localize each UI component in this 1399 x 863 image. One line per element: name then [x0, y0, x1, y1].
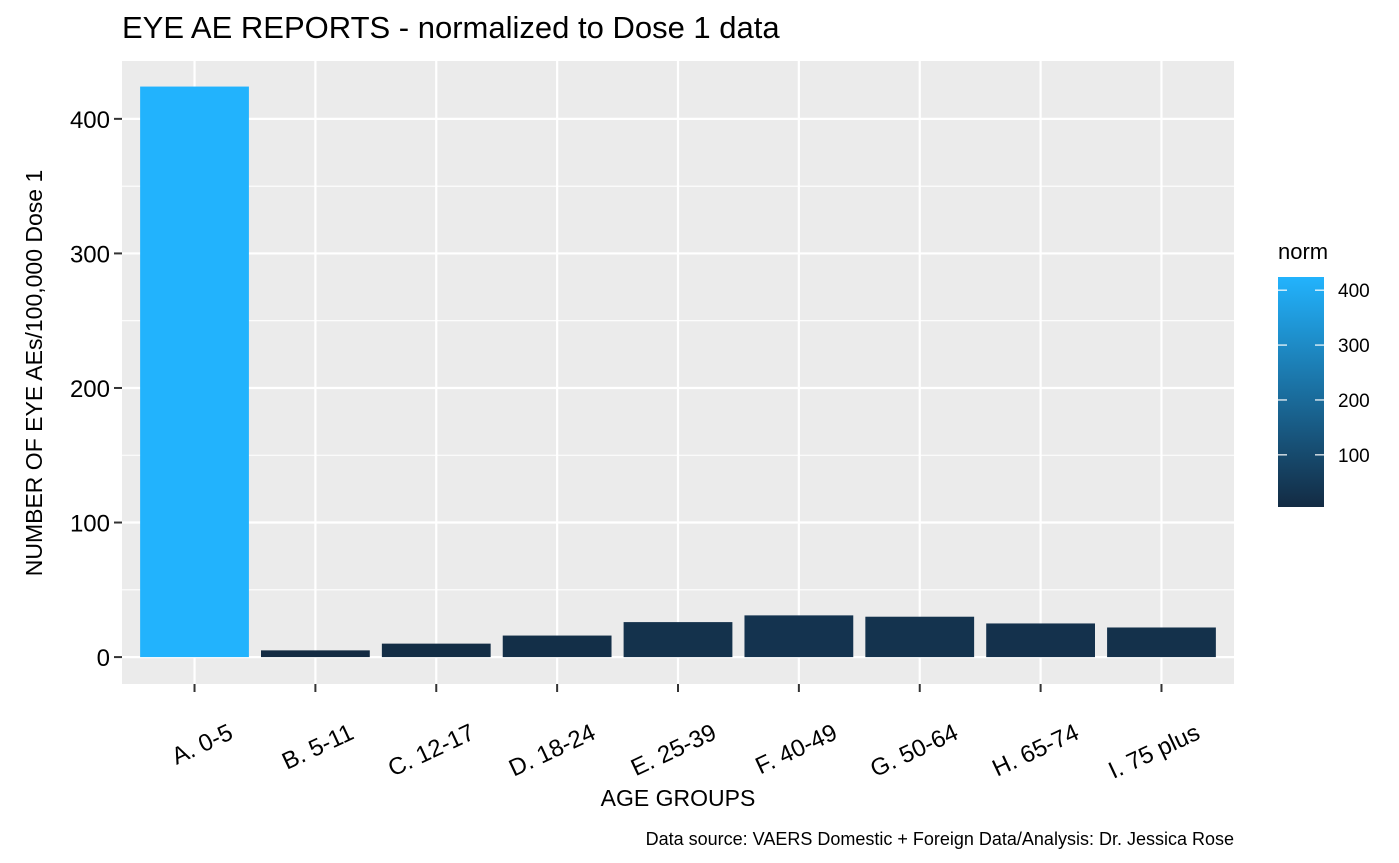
- x-tick-label: G. 50-64: [866, 719, 962, 783]
- y-tick-label: 300: [70, 241, 110, 268]
- legend: norm 100 200 300 400: [1278, 239, 1370, 507]
- bar: [261, 650, 370, 658]
- legend-tick-label: 400: [1338, 281, 1370, 302]
- bar: [381, 643, 491, 658]
- y-tick-label: 100: [70, 511, 110, 538]
- bar: [986, 623, 1095, 658]
- bar: [140, 86, 249, 658]
- x-axis-title: AGE GROUPS: [601, 785, 756, 811]
- y-tick-label: 200: [70, 376, 110, 403]
- chart-title: EYE AE REPORTS - normalized to Dose 1 da…: [122, 10, 780, 45]
- bar: [623, 622, 733, 658]
- legend-tick-label: 300: [1338, 336, 1370, 357]
- y-axis-title: NUMBER OF EYE AEs/100,000 Dose 1: [21, 170, 47, 577]
- caption: Data source: VAERS Domestic + Foreign Da…: [646, 829, 1234, 849]
- x-axis: A. 0-5 B. 5-11 C. 12-17 D. 18-24 E. 25-39 F. …: [168, 684, 1204, 785]
- bar: [1107, 627, 1216, 658]
- x-tick-label: I. 75 plus: [1104, 719, 1204, 785]
- legend-title: norm: [1278, 239, 1328, 264]
- legend-tick-label: 200: [1338, 391, 1370, 412]
- x-tick-label: D. 18-24: [505, 719, 600, 782]
- x-tick-label: A. 0-5: [168, 719, 237, 771]
- y-axis: 0 100 200 300 400: [70, 107, 122, 672]
- x-tick-label: C. 12-17: [384, 719, 479, 782]
- y-tick-label: 0: [97, 645, 110, 672]
- legend-colorbar: [1278, 277, 1324, 507]
- x-tick-label: B. 5-11: [278, 719, 358, 775]
- bar: [865, 616, 975, 658]
- bar: [502, 635, 612, 658]
- legend-tick-label: 100: [1338, 446, 1370, 467]
- legend-ticks: 100 200 300 400: [1278, 281, 1370, 467]
- x-tick-label: H. 65-74: [988, 719, 1083, 782]
- y-tick-label: 400: [70, 107, 110, 134]
- bar: [744, 615, 854, 658]
- x-tick-label: F. 40-49: [751, 719, 841, 780]
- bars: [140, 86, 1216, 658]
- x-tick-label: E. 25-39: [627, 719, 721, 782]
